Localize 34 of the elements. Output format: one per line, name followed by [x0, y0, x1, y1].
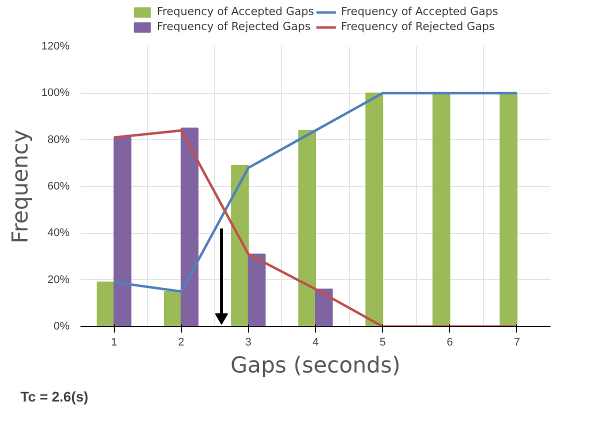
bar — [164, 291, 182, 326]
x-tick-label: 3 — [245, 336, 252, 348]
x-tick-label: 4 — [312, 336, 319, 348]
y-tick-label: 40% — [47, 227, 70, 240]
x-tick-label: 2 — [178, 336, 184, 348]
line-series — [112, 129, 518, 326]
bar — [180, 128, 198, 326]
y-tick-label: 80% — [47, 134, 70, 146]
legend-label: Frequency of Accepted Gaps — [341, 5, 498, 18]
line-series — [112, 92, 518, 293]
y-tick-label: 0% — [54, 320, 70, 332]
x-axis-title: Gaps (seconds) — [230, 354, 401, 378]
x-tick-label: 1 — [111, 336, 118, 348]
bar — [365, 92, 384, 326]
text: Tc = 2.6(s) — [20, 388, 88, 404]
bar — [231, 165, 249, 326]
legend-label: Frequency of Rejected Gaps — [156, 20, 311, 33]
bar — [96, 282, 115, 326]
y-tick-label: 100% — [41, 87, 70, 100]
bar — [500, 92, 518, 326]
x-tick-label: 7 — [514, 336, 520, 348]
bar — [432, 92, 450, 326]
bar — [298, 130, 316, 326]
legend-label: Frequency of Rejected Gaps — [341, 20, 495, 33]
y-axis-title: Frequency — [8, 130, 34, 244]
bar — [114, 137, 132, 326]
y-tick-label: 20% — [47, 274, 70, 286]
bar — [248, 254, 266, 326]
x-tick-label: 5 — [380, 336, 386, 348]
y-tick-label: 60% — [47, 180, 70, 192]
x-tick-label: 6 — [446, 336, 453, 348]
legend-label: Frequency of Accepted Gaps — [156, 5, 314, 18]
bar — [315, 288, 333, 326]
y-tick-label: 120% — [41, 40, 70, 52]
